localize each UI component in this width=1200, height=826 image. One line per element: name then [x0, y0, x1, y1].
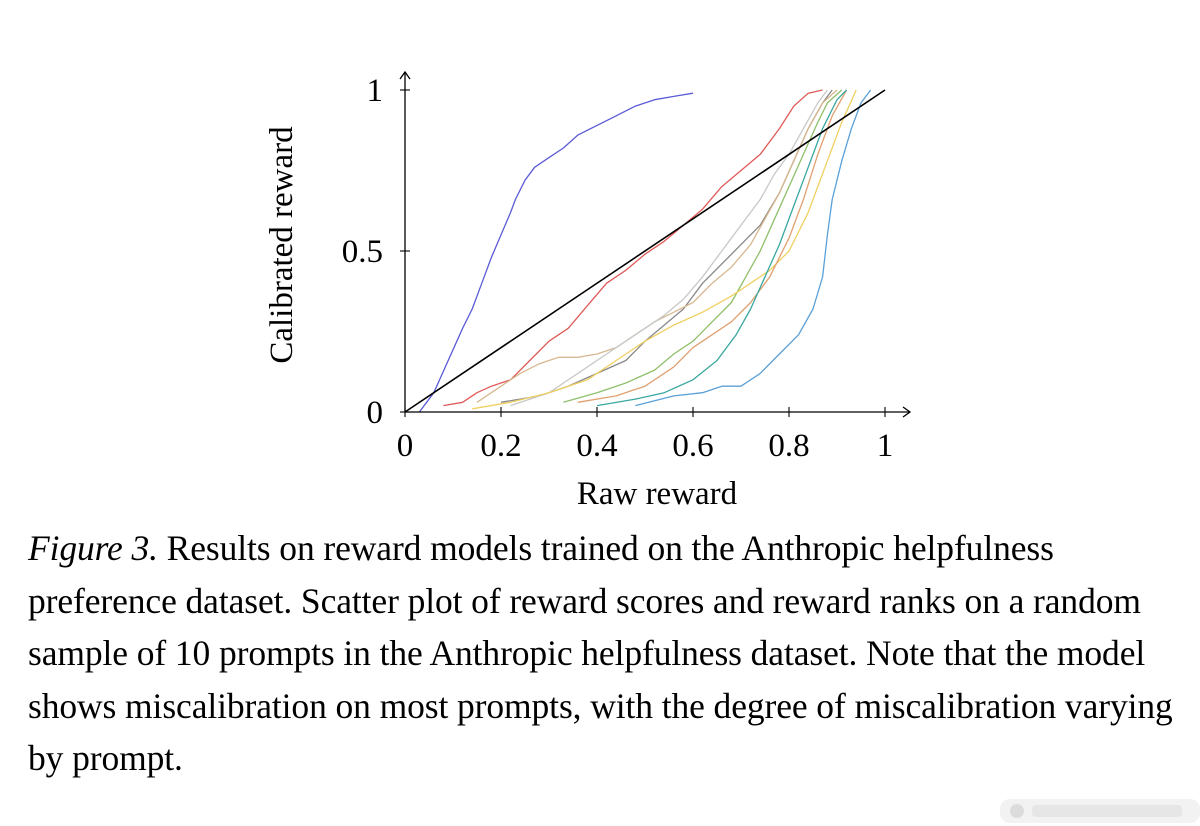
x-tick-labels: 0 0.2 0.4 0.6 0.8 1: [397, 428, 894, 464]
x-tick-label: 0.8: [768, 428, 809, 464]
y-axis-arrowhead: [399, 70, 411, 80]
watermark-logo: [1000, 799, 1200, 823]
reference-diagonal-line: [404, 89, 886, 413]
reward-calibration-chart: 0 0.2 0.4 0.6 0.8 1 00.51 Raw reward Calibrat…: [264, 70, 912, 512]
series-line-7: [472, 89, 857, 410]
series-line-5: [510, 89, 828, 407]
y-tick-label: 0.5: [342, 234, 383, 270]
axes: [399, 70, 912, 418]
x-tick-label: 0.2: [480, 428, 521, 464]
series-line-6: [563, 89, 843, 403]
x-tick-label: 0: [397, 428, 414, 464]
y-tick-labels: 00.51: [342, 73, 383, 431]
y-tick-label: 1: [367, 73, 384, 109]
x-tick-label: 1: [877, 428, 894, 464]
x-axis-label: Raw reward: [577, 476, 738, 512]
series-line-9: [635, 89, 872, 407]
y-tick-label: 0: [367, 395, 384, 431]
series-line-10: [596, 89, 848, 407]
figure-number: Figure 3.: [28, 528, 158, 568]
series-line-3: [500, 89, 833, 403]
series-group: [418, 89, 872, 413]
x-tick-label: 0.4: [576, 428, 617, 464]
x-tick-label: 0.6: [672, 428, 713, 464]
figure-caption: Figure 3. Results on reward models train…: [28, 522, 1178, 785]
x-axis-arrowhead: [902, 406, 912, 418]
series-line-8: [577, 89, 848, 403]
series-line-2: [443, 89, 823, 407]
figure-caption-text: Results on reward models trained on the …: [28, 528, 1173, 778]
series-line-4: [476, 89, 838, 403]
y-axis-label: Calibrated reward: [264, 126, 300, 364]
series-line-1: [418, 92, 694, 413]
